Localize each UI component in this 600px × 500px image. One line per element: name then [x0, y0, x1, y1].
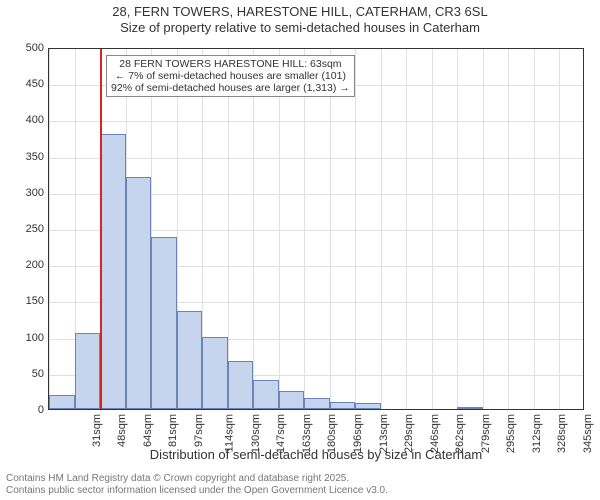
y-tick-label: 400	[10, 114, 44, 126]
x-tick-label: 114sqm	[224, 414, 236, 452]
annotation-line3: 92% of semi-detached houses are larger (…	[111, 82, 350, 94]
y-tick-label: 100	[10, 332, 44, 344]
histogram-bar	[100, 134, 126, 409]
gridline-h	[49, 121, 583, 122]
y-tick-label: 50	[10, 368, 44, 380]
gridline-v	[559, 49, 560, 409]
plot-area: 28 FERN TOWERS HARESTONE HILL: 63sqm← 7%…	[48, 48, 584, 410]
histogram-bar	[177, 311, 203, 409]
y-tick-label: 150	[10, 295, 44, 307]
gridline-v	[406, 49, 407, 409]
x-tick-label: 312sqm	[531, 414, 543, 453]
histogram-bar	[49, 395, 75, 409]
histogram-bar	[457, 407, 483, 409]
gridline-v	[330, 49, 331, 409]
x-tick-label: 262sqm	[454, 414, 466, 453]
x-tick-label: 213sqm	[378, 414, 390, 453]
gridline-v	[534, 49, 535, 409]
y-tick-label: 450	[10, 78, 44, 90]
gridline-v	[304, 49, 305, 409]
histogram-bar	[304, 398, 330, 409]
gridline-v	[457, 49, 458, 409]
gridline-v	[279, 49, 280, 409]
y-tick-label: 350	[10, 151, 44, 163]
histogram-bar	[202, 337, 228, 409]
x-tick-label: 328sqm	[556, 414, 568, 453]
y-tick-label: 250	[10, 223, 44, 235]
annotation-box: 28 FERN TOWERS HARESTONE HILL: 63sqm← 7%…	[106, 55, 355, 97]
x-tick-label: 163sqm	[301, 414, 313, 453]
y-tick-label: 300	[10, 187, 44, 199]
x-tick-label: 130sqm	[250, 414, 262, 453]
x-tick-label: 97sqm	[193, 414, 205, 447]
y-tick-label: 500	[10, 42, 44, 54]
title-line2: Size of property relative to semi-detach…	[6, 20, 594, 36]
annotation-line2: ← 7% of semi-detached houses are smaller…	[111, 70, 350, 82]
x-tick-label: 48sqm	[116, 414, 128, 447]
footer-line2: Contains public sector information licen…	[6, 485, 388, 497]
x-tick-label: 295sqm	[505, 414, 517, 453]
x-tick-label: 345sqm	[582, 414, 594, 453]
gridline-v	[355, 49, 356, 409]
title-block: 28, FERN TOWERS, HARESTONE HILL, CATERHA…	[0, 0, 600, 35]
chart-zone: Number of semi-detached properties 28 FE…	[48, 48, 584, 410]
gridline-v	[381, 49, 382, 409]
histogram-bar	[75, 333, 101, 409]
attribution-footer: Contains HM Land Registry data © Crown c…	[6, 473, 388, 496]
title-line1: 28, FERN TOWERS, HARESTONE HILL, CATERHA…	[6, 4, 594, 20]
x-tick-label: 279sqm	[480, 414, 492, 453]
annotation-line1: 28 FERN TOWERS HARESTONE HILL: 63sqm	[111, 58, 350, 70]
gridline-v	[432, 49, 433, 409]
histogram-bar	[253, 380, 279, 409]
x-tick-label: 196sqm	[352, 414, 364, 453]
histogram-bar	[126, 177, 152, 409]
histogram-bar	[279, 391, 305, 409]
histogram-bar	[330, 402, 356, 409]
histogram-bar	[151, 237, 177, 409]
footer-line1: Contains HM Land Registry data © Crown c…	[6, 473, 388, 485]
x-tick-label: 64sqm	[142, 414, 154, 447]
histogram-bar	[355, 403, 381, 409]
x-tick-label: 81sqm	[167, 414, 179, 447]
gridline-v	[253, 49, 254, 409]
y-tick-label: 200	[10, 259, 44, 271]
gridline-v	[49, 49, 50, 409]
x-tick-label: 147sqm	[276, 414, 288, 453]
gridline-v	[483, 49, 484, 409]
x-tick-label: 180sqm	[327, 414, 339, 453]
x-tick-label: 31sqm	[91, 414, 103, 447]
figure-root: 28, FERN TOWERS, HARESTONE HILL, CATERHA…	[0, 0, 600, 500]
x-tick-label: 246sqm	[429, 414, 441, 453]
x-axis-label: Distribution of semi-detached houses by …	[48, 447, 584, 462]
gridline-v	[508, 49, 509, 409]
gridline-v	[228, 49, 229, 409]
histogram-bar	[228, 361, 254, 410]
marker-line	[100, 49, 102, 409]
x-tick-label: 229sqm	[403, 414, 415, 453]
gridline-h	[49, 158, 583, 159]
y-tick-label: 0	[10, 404, 44, 416]
